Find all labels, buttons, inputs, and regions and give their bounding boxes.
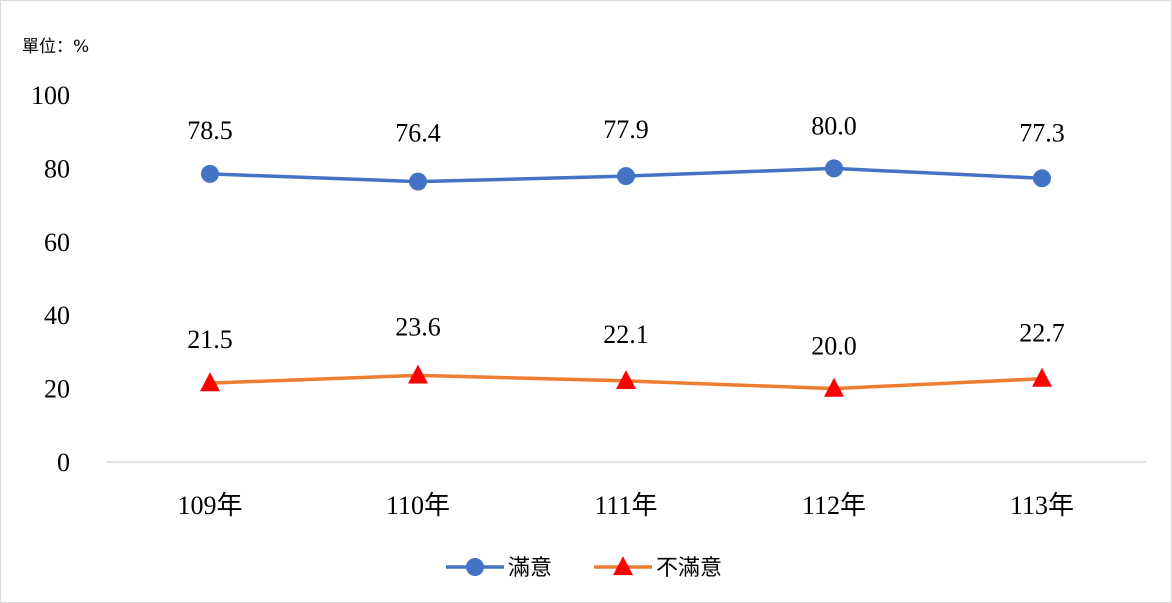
series-lines [208, 166, 1044, 391]
x-tick-label: 111年 [594, 491, 657, 520]
y-tick-label-20: 20 [44, 375, 70, 404]
data-point-marker [200, 372, 220, 392]
x-tick-label: 112年 [802, 491, 866, 520]
data-label: 22.1 [603, 320, 649, 349]
legend-marker [613, 556, 633, 576]
data-point-marker [408, 364, 428, 384]
data-point-marker [201, 164, 219, 183]
data-label: 80.0 [811, 111, 857, 140]
data-point-marker [616, 370, 636, 389]
series-markers [200, 159, 1052, 397]
y-axis-ticks: 0 20 40 60 80 100 [31, 81, 70, 477]
x-axis-ticks: 109年 110年 111年 112年 113年 [177, 491, 1074, 520]
x-tick-label: 113年 [1010, 491, 1074, 520]
data-label: 78.5 [187, 116, 233, 145]
y-tick-label-40: 40 [44, 301, 70, 330]
data-label: 23.6 [395, 312, 441, 341]
data-point-marker [1032, 367, 1052, 387]
legend-marker [466, 558, 484, 576]
unit-label: 單位：% [22, 37, 89, 57]
data-label: 77.3 [1019, 118, 1065, 147]
data-label: 77.9 [603, 115, 649, 144]
data-label: 76.4 [395, 119, 441, 148]
data-point-marker [1033, 169, 1051, 188]
legend-label: 滿意 [508, 556, 552, 581]
data-point-marker [409, 172, 427, 191]
y-tick-label-80: 80 [44, 154, 70, 183]
legend-label: 不滿意 [656, 556, 722, 581]
y-tick-label-0: 0 [57, 448, 70, 477]
data-point-marker [825, 159, 843, 178]
data-label: 21.5 [187, 325, 233, 354]
y-tick-label-60: 60 [44, 228, 70, 257]
y-tick-label-100: 100 [31, 81, 70, 110]
data-label: 22.7 [1019, 319, 1065, 348]
data-point-marker [617, 167, 635, 186]
x-tick-label: 110年 [386, 491, 450, 520]
data-labels: 78.5 76.4 77.9 80.0 77.3 21.5 23.6 22.1 20.0 22.7 [187, 111, 1065, 360]
data-point-marker [824, 377, 844, 397]
data-label: 20.0 [811, 332, 857, 361]
legend: 滿意 不滿意 [446, 556, 722, 581]
x-tick-label: 109年 [177, 491, 242, 520]
